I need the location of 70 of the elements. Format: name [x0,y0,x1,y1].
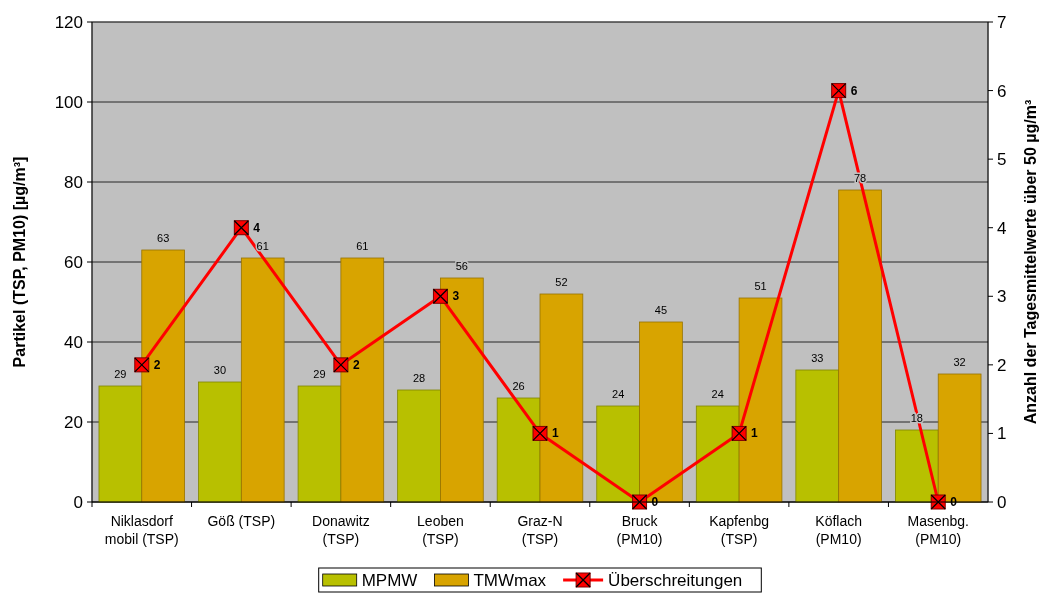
data-label: 30 [213,364,227,376]
bar [340,257,385,503]
x-tick-label: Kapfenbg (TSP) [709,513,770,547]
y-tick-label: 60 [64,253,83,272]
y2-tick-label: 7 [997,13,1007,32]
data-label: 32 [953,356,966,368]
data-label: 45 [654,304,668,316]
y2-axis-title: Anzahl der Tagesmittelwerte über 50 µg/m³ [1022,99,1039,425]
y-tick-label: 80 [64,173,83,192]
bar [539,293,584,503]
data-label: 61 [356,240,369,252]
data-label: 24 [711,388,724,400]
y2-tick-label: 3 [997,287,1007,307]
x-tick-label: Leoben (TSP) [417,513,464,547]
y2-tick-label: 5 [997,150,1007,170]
data-label: 63 [157,232,170,244]
x-tick-label: Donawitz (TSP) [312,513,370,547]
bar [297,385,342,503]
x-tick-label: Graz-N (TSP) [517,513,563,547]
bar [596,405,640,503]
x-tick-label: Bruck (PM10) [616,513,663,547]
bar [240,257,285,503]
data-label: 0 [651,495,659,509]
legend-label: TMWmax [473,571,547,590]
data-label: 2 [352,357,360,372]
data-label: 24 [612,388,625,400]
data-label: 56 [455,260,468,272]
y-tick-label: 40 [64,333,83,352]
data-label: 52 [555,276,568,288]
y-tick-label: 0 [73,493,83,512]
y2-tick-label: 0 [997,493,1007,512]
data-label: 6 [850,83,858,98]
x-tick-label: Göß (TSP) [207,513,276,529]
bar [795,369,840,503]
y2-tick-label: 6 [997,81,1007,101]
bar [141,249,185,503]
data-label: 1 [751,426,759,441]
x-tick-label: Köflach (PM10) [815,513,863,547]
data-label: 3 [452,289,460,304]
bar [440,277,484,503]
bar [397,389,441,503]
y-axis-title: Partikel (TSP, PM10) [µg/m³] [11,156,28,368]
bar [895,429,939,503]
legend-label: Überschreitungen [608,571,743,590]
data-label: 33 [811,352,824,364]
bar [496,397,541,503]
bar [98,385,143,503]
y2-tick-label: 4 [997,218,1007,238]
y-tick-label: 120 [54,13,83,32]
data-label: 61 [256,240,269,252]
data-label: 26 [512,380,525,392]
legend-label: MPMW [361,571,418,590]
data-label: 4 [253,220,261,235]
bar [838,189,882,503]
y-tick-label: 100 [54,93,83,112]
data-label: 29 [114,368,127,380]
x-tick-label: Niklasdorf mobil (TSP) [104,513,179,547]
data-label: 1 [552,426,559,441]
x-tick-label: Masenbg. (PM10) [907,513,969,547]
bar [198,381,242,503]
data-label: 28 [412,372,426,384]
y2-tick-label: 1 [997,424,1007,444]
bar [695,405,740,503]
data-label: 29 [313,368,326,380]
data-label: 0 [950,495,958,509]
data-label: 51 [754,280,767,292]
y-tick-label: 20 [64,413,83,432]
bar [738,297,783,503]
y2-tick-label: 2 [997,355,1007,375]
data-label: 2 [153,357,161,372]
